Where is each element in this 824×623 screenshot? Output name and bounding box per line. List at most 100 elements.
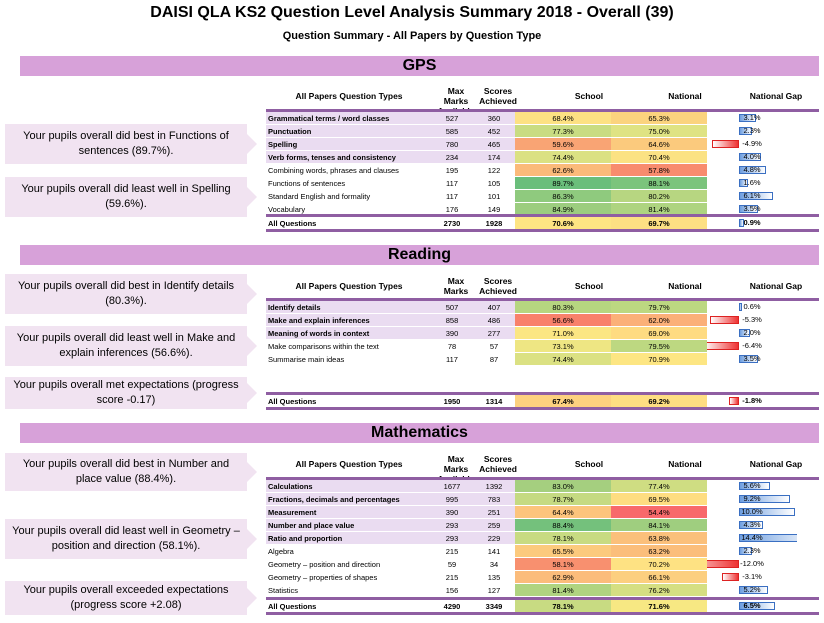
national-pct-cell: 69.2%	[611, 395, 707, 408]
school-pct-cell: 59.6%	[515, 137, 611, 151]
gap-value: 2.0%	[743, 328, 761, 337]
reading-callout-best: Your pupils overall did best in Identify…	[5, 274, 257, 314]
max-marks-cell: 195	[431, 163, 473, 177]
school-pct-cell: 74.4%	[515, 150, 611, 164]
national-pct-cell: 80.2%	[611, 189, 707, 203]
national-pct-cell: 69.0%	[611, 326, 707, 340]
section-reading-header: Reading	[20, 245, 819, 265]
gap-bar	[739, 166, 766, 174]
national-gap-cell: 4.3%	[707, 518, 797, 532]
scores-achieved-cell: 465	[473, 137, 515, 151]
national-gap-cell: 6.5%	[707, 600, 797, 613]
gap-bar	[739, 586, 768, 594]
all-questions-table: All Questions 1950 1314 67.4% 69.2% -1.8%	[266, 395, 797, 408]
national-gap-cell: 3.1%	[707, 112, 797, 125]
scores-achieved-cell: 3349	[473, 600, 515, 613]
gap-value: -3.1%	[742, 572, 762, 581]
school-pct-cell: 64.4%	[515, 505, 611, 519]
school-pct-cell: 78.7%	[515, 492, 611, 506]
question-type-cell: Calculations	[266, 480, 431, 493]
max-marks-cell: 117	[431, 352, 473, 366]
table-row: Fractions, decimals and percentages 995 78…	[266, 492, 797, 506]
gap-value: 2.3%	[743, 546, 761, 555]
max-marks-cell: 527	[431, 112, 473, 125]
question-type-cell: Punctuation	[266, 124, 431, 138]
national-pct-cell: 63.8%	[611, 531, 707, 545]
national-gap-cell: -1.8%	[707, 395, 797, 408]
national-pct-cell: 62.0%	[611, 313, 707, 327]
table-row: Spelling 780 465 59.6% 64.6% -4.9%	[266, 137, 797, 151]
table-row: Grammatical terms / word classes 527 360 68…	[266, 112, 797, 125]
scores-achieved-cell: 34	[473, 557, 515, 571]
school-pct-cell: 67.4%	[515, 395, 611, 408]
header-national-gap: National Gap	[749, 91, 803, 101]
national-gap-cell: 14.4%	[707, 531, 797, 545]
gap-value: 4.8%	[743, 165, 761, 174]
table-row: Algebra 215 141 65.5% 63.2% 2.3%	[266, 544, 797, 558]
gap-bar	[739, 205, 759, 213]
max-marks-cell: 78	[431, 339, 473, 353]
gap-value: 0.6%	[743, 302, 761, 311]
scores-achieved-cell: 277	[473, 326, 515, 340]
question-type-cell: Statistics	[266, 583, 431, 597]
max-marks-cell: 215	[431, 544, 473, 558]
gap-value: 3.5%	[743, 204, 761, 213]
gap-bar	[739, 508, 795, 516]
school-pct-cell: 86.3%	[515, 189, 611, 203]
max-marks-cell: 59	[431, 557, 473, 571]
national-gap-cell: 2.0%	[707, 326, 797, 340]
table-row: Functions of sentences 117 105 89.7% 88.1% 1.…	[266, 176, 797, 190]
gps-callout-least: Your pupils overall did least well in Sp…	[5, 177, 257, 217]
page-subtitle: Question Summary - All Papers by Questio…	[282, 30, 542, 42]
school-pct-cell: 71.0%	[515, 326, 611, 340]
max-marks-cell: 215	[431, 570, 473, 584]
question-type-cell: Meaning of words in context	[266, 326, 431, 340]
scores-achieved-cell: 486	[473, 313, 515, 327]
scores-achieved-cell: 407	[473, 301, 515, 314]
gap-value: 9.2%	[743, 494, 761, 503]
scores-achieved-cell: 57	[473, 339, 515, 353]
national-pct-cell: 57.8%	[611, 163, 707, 177]
table-mid-rule	[266, 597, 819, 600]
gap-bar	[739, 219, 744, 227]
gap-value: -6.4%	[742, 341, 762, 350]
school-pct-cell: 68.4%	[515, 112, 611, 125]
gap-bar	[739, 329, 751, 337]
national-gap-cell: -4.9%	[707, 137, 797, 151]
school-pct-cell: 65.5%	[515, 544, 611, 558]
question-type-cell: Standard English and formality	[266, 189, 431, 203]
national-pct-cell: 63.2%	[611, 544, 707, 558]
table-top-rule	[266, 109, 819, 112]
gap-bar	[739, 547, 752, 555]
table-row: Summarise main ideas 117 87 74.4% 70.9% 3.5%	[266, 352, 797, 366]
national-gap-cell: -3.1%	[707, 570, 797, 584]
table-row: Meaning of words in context 390 277 71.0% 69…	[266, 326, 797, 340]
gap-bar	[707, 560, 739, 568]
header-question-types: All Papers Question Types	[295, 281, 403, 291]
max-marks-cell: 780	[431, 137, 473, 151]
national-pct-cell: 75.0%	[611, 124, 707, 138]
scores-achieved-cell: 229	[473, 531, 515, 545]
national-gap-cell: 3.5%	[707, 352, 797, 366]
question-type-table: Grammatical terms / word classes 527 360 68…	[266, 112, 797, 216]
header-school: School	[574, 281, 604, 291]
table-row: Calculations 1677 1392 83.0% 77.4% 5.6%	[266, 480, 797, 493]
scores-achieved-cell: 1928	[473, 217, 515, 230]
national-gap-cell: 0.6%	[707, 301, 797, 314]
header-national-gap: National Gap	[749, 459, 803, 469]
header-school: School	[574, 91, 604, 101]
gap-value: -12.0%	[740, 559, 764, 568]
question-type-cell: Make and explain inferences	[266, 313, 431, 327]
national-gap-cell: 5.2%	[707, 583, 797, 597]
scores-achieved-cell: 452	[473, 124, 515, 138]
national-pct-cell: 69.7%	[611, 217, 707, 230]
national-gap-cell: 3.5%	[707, 202, 797, 216]
section-mathematics-header: Mathematics	[20, 423, 819, 443]
maths-callout-least: Your pupils overall did least well in Ge…	[5, 519, 257, 559]
table-bottom-rule	[266, 612, 819, 615]
gap-bar	[721, 573, 739, 581]
question-type-cell: Identify details	[266, 301, 431, 314]
question-type-cell: Make comparisons within the text	[266, 339, 431, 353]
question-type-cell: Geometry – position and direction	[266, 557, 431, 571]
national-gap-cell: -6.4%	[707, 339, 797, 353]
